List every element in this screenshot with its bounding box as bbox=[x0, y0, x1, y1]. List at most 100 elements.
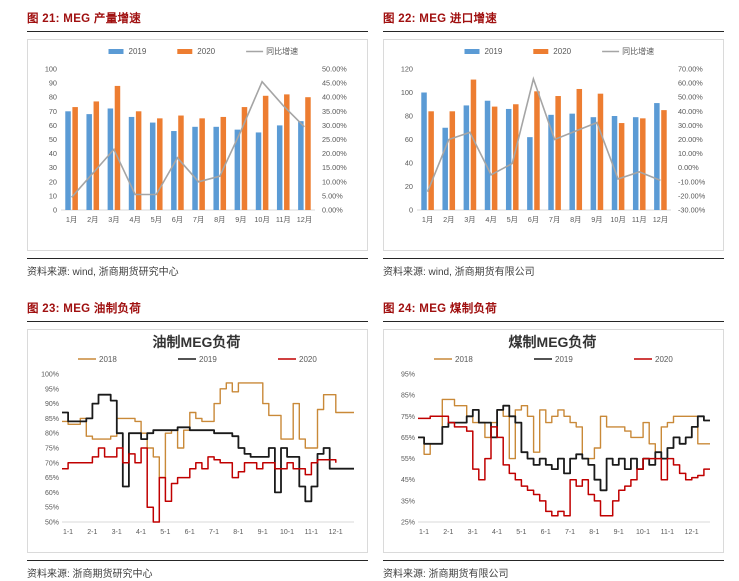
svg-text:55%: 55% bbox=[45, 505, 59, 512]
svg-text:煤制MEG负荷: 煤制MEG负荷 bbox=[509, 334, 597, 350]
figure-21-source: 资料来源: wind, 浙商期货研究中心 bbox=[27, 267, 179, 278]
figure-21-caption: 图 21: MEG 产量增速 bbox=[27, 13, 142, 25]
svg-text:65%: 65% bbox=[401, 435, 415, 442]
figure-24: 图 24: MEG 煤制负荷 煤制MEG负荷 2018 2019 2020 25% 35%… bbox=[383, 296, 724, 581]
svg-text:25%: 25% bbox=[401, 520, 415, 527]
svg-text:6-1: 6-1 bbox=[185, 529, 195, 536]
svg-text:6月: 6月 bbox=[172, 215, 183, 224]
svg-text:80%: 80% bbox=[45, 431, 59, 438]
combo-chart-svg: 0 10 20 30 40 50 60 70 80 90 100 0.00% 5.00% 10.00% 15… bbox=[45, 46, 347, 224]
svg-text:30: 30 bbox=[49, 163, 57, 172]
svg-text:70.00%: 70.00% bbox=[678, 65, 703, 74]
svg-text:40: 40 bbox=[49, 149, 57, 158]
svg-text:9-1: 9-1 bbox=[258, 529, 268, 536]
svg-text:4-1: 4-1 bbox=[492, 529, 502, 536]
svg-text:4-1: 4-1 bbox=[136, 529, 146, 536]
svg-text:2019: 2019 bbox=[129, 47, 147, 56]
svg-text:55%: 55% bbox=[401, 456, 415, 463]
chart-meg-production-growth: 0 10 20 30 40 50 60 70 80 90 100 0.00% 5.00% 10.00% 15… bbox=[27, 39, 368, 251]
svg-text:10月: 10月 bbox=[610, 215, 625, 224]
svg-text:10月: 10月 bbox=[254, 215, 269, 224]
svg-text:12-1: 12-1 bbox=[329, 529, 343, 536]
chart-rule bbox=[27, 258, 368, 259]
svg-text:3月: 3月 bbox=[108, 215, 119, 224]
svg-text:5-1: 5-1 bbox=[516, 529, 526, 536]
svg-text:12-1: 12-1 bbox=[685, 529, 699, 536]
svg-text:1月: 1月 bbox=[422, 215, 433, 224]
caption-rule bbox=[383, 31, 724, 32]
svg-text:12月: 12月 bbox=[297, 215, 312, 224]
svg-text:10-1: 10-1 bbox=[636, 529, 650, 536]
svg-text:60%: 60% bbox=[45, 490, 59, 497]
caption-rule bbox=[27, 31, 368, 32]
svg-text:0: 0 bbox=[53, 206, 57, 215]
svg-text:75%: 75% bbox=[401, 414, 415, 421]
svg-text:10-1: 10-1 bbox=[280, 529, 294, 536]
svg-text:-20.00%: -20.00% bbox=[678, 191, 706, 200]
svg-text:100: 100 bbox=[401, 88, 413, 97]
svg-text:0.00%: 0.00% bbox=[322, 206, 343, 215]
caption-rule bbox=[27, 321, 368, 322]
svg-text:20.00%: 20.00% bbox=[322, 149, 347, 158]
svg-text:95%: 95% bbox=[45, 386, 59, 393]
figure-23-caption: 图 23: MEG 油制负荷 bbox=[27, 303, 142, 315]
figure-24-source: 资料来源: 浙商期货有限公司 bbox=[383, 569, 509, 580]
svg-text:2018: 2018 bbox=[455, 355, 473, 364]
svg-text:45.00%: 45.00% bbox=[322, 79, 347, 88]
svg-text:10: 10 bbox=[49, 191, 57, 200]
svg-text:2019: 2019 bbox=[199, 355, 217, 364]
svg-text:50.00%: 50.00% bbox=[678, 93, 703, 102]
svg-text:2018: 2018 bbox=[99, 355, 117, 364]
chart-coal-meg-load: 煤制MEG负荷 2018 2019 2020 25% 35% 45% 55% 65% 75% 85%… bbox=[383, 329, 724, 553]
figure-21: 图 21: MEG 产量增速 0 10 20 30 40 50 60 70 80 90 100 0.0… bbox=[27, 6, 368, 280]
chart-rule bbox=[27, 560, 368, 561]
svg-text:3-1: 3-1 bbox=[112, 529, 122, 536]
svg-text:100%: 100% bbox=[41, 372, 59, 379]
svg-text:50%: 50% bbox=[45, 520, 59, 527]
svg-text:70%: 70% bbox=[45, 460, 59, 467]
svg-text:10.00%: 10.00% bbox=[678, 149, 703, 158]
svg-text:120: 120 bbox=[401, 65, 413, 74]
chart-rule bbox=[383, 560, 724, 561]
svg-text:70: 70 bbox=[49, 107, 57, 116]
svg-text:11月: 11月 bbox=[276, 215, 291, 224]
svg-text:60: 60 bbox=[49, 121, 57, 130]
svg-text:1-1: 1-1 bbox=[63, 529, 73, 536]
svg-text:4月: 4月 bbox=[485, 215, 496, 224]
svg-text:2月: 2月 bbox=[443, 215, 454, 224]
svg-text:45%: 45% bbox=[401, 477, 415, 484]
svg-text:2020: 2020 bbox=[197, 47, 215, 56]
svg-text:50.00%: 50.00% bbox=[322, 65, 347, 74]
svg-text:20: 20 bbox=[49, 177, 57, 186]
caption-rule bbox=[383, 321, 724, 322]
svg-text:90%: 90% bbox=[45, 401, 59, 408]
svg-text:-10.00%: -10.00% bbox=[678, 177, 706, 186]
svg-text:9月: 9月 bbox=[235, 215, 246, 224]
svg-text:50: 50 bbox=[49, 135, 57, 144]
svg-text:95%: 95% bbox=[401, 372, 415, 379]
svg-text:40: 40 bbox=[405, 159, 413, 168]
svg-text:100: 100 bbox=[45, 65, 57, 74]
svg-text:12月: 12月 bbox=[653, 215, 668, 224]
combo-chart-svg: 0 20 40 60 80 100 120 -30.00% -20.00% -10.00% 0.00… bbox=[401, 46, 706, 224]
svg-text:15.00%: 15.00% bbox=[322, 163, 347, 172]
svg-text:80: 80 bbox=[49, 93, 57, 102]
svg-text:1月: 1月 bbox=[66, 215, 77, 224]
svg-text:5月: 5月 bbox=[151, 215, 162, 224]
svg-text:60: 60 bbox=[405, 135, 413, 144]
svg-text:40.00%: 40.00% bbox=[678, 107, 703, 116]
svg-text:30.00%: 30.00% bbox=[678, 121, 703, 130]
svg-text:2-1: 2-1 bbox=[87, 529, 97, 536]
svg-text:7-1: 7-1 bbox=[565, 529, 575, 536]
svg-text:20.00%: 20.00% bbox=[678, 135, 703, 144]
svg-text:60.00%: 60.00% bbox=[678, 79, 703, 88]
svg-text:2-1: 2-1 bbox=[443, 529, 453, 536]
svg-text:3-1: 3-1 bbox=[468, 529, 478, 536]
figure-24-caption: 图 24: MEG 煤制负荷 bbox=[383, 303, 498, 315]
svg-text:8-1: 8-1 bbox=[589, 529, 599, 536]
svg-text:1-1: 1-1 bbox=[419, 529, 429, 536]
figure-23-source: 资料来源: 浙商期货研究中心 bbox=[27, 569, 153, 580]
svg-text:9-1: 9-1 bbox=[614, 529, 624, 536]
